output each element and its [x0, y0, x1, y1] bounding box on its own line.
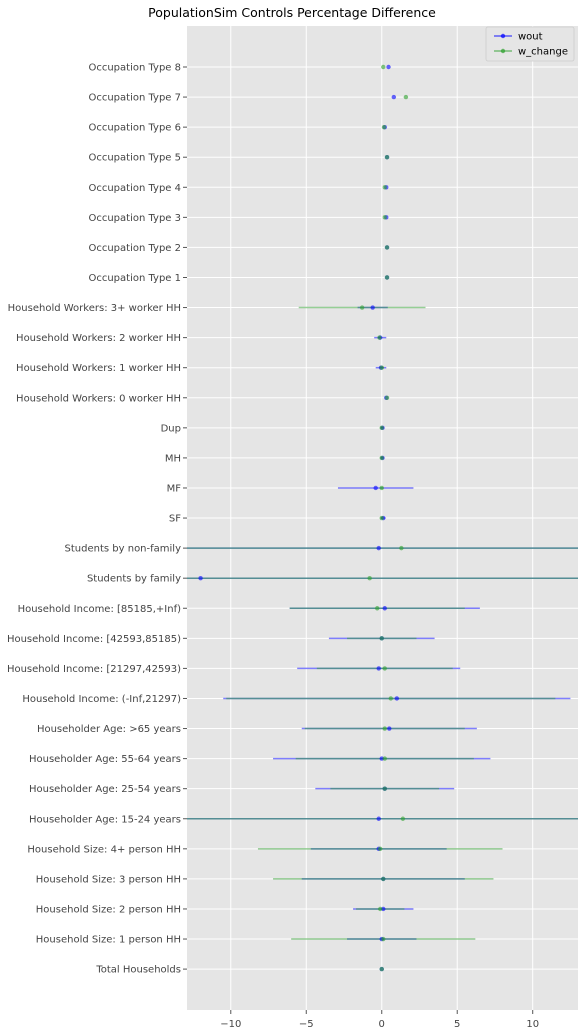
- point-wout: [376, 666, 381, 671]
- y-axis-labels: Occupation Type 8 Occupation Type 7 Occupa…: [7, 63, 187, 976]
- point-w_change: [382, 185, 387, 190]
- x-axis-ticks: −10 −5 0 5 10: [220, 1010, 539, 1030]
- point-w_change: [379, 485, 384, 491]
- point-w_change: [399, 545, 404, 551]
- x-tick-label: −5: [299, 1019, 314, 1030]
- point-w_change: [379, 455, 384, 461]
- point-w_change: [378, 846, 383, 852]
- y-tick-label: Total Households: [95, 965, 181, 976]
- y-tick-label: Occupation Type 3: [88, 213, 181, 224]
- point-w_change: [381, 124, 387, 130]
- point-wout: [379, 756, 384, 761]
- point-w_change: [367, 575, 372, 581]
- point-wout: [387, 726, 392, 731]
- y-tick-label: Householder Age: 15-24 years: [29, 814, 181, 825]
- y-tick-label: Students by non-family: [65, 544, 182, 555]
- point-w_change: [377, 335, 382, 340]
- point-w_change: [384, 395, 390, 400]
- y-tick-label: MH: [165, 453, 181, 464]
- point-wout: [382, 606, 387, 611]
- point-wout: [381, 906, 386, 912]
- chart-title: PopulationSim Controls Percentage Differ…: [148, 5, 436, 20]
- y-tick-label: SF: [169, 514, 181, 525]
- point-w_change: [384, 155, 390, 160]
- y-tick-label: Occupation Type 6: [88, 123, 181, 134]
- y-tick-label: Household Workers: 0 worker HH: [16, 393, 181, 404]
- y-tick-label: Householder Age: 55-64 years: [29, 754, 181, 765]
- point-w_change: [382, 786, 387, 791]
- y-tick-label: Household Workers: 2 worker HH: [16, 333, 181, 344]
- point-w_change: [382, 666, 387, 671]
- point-w_change: [359, 305, 365, 310]
- y-tick-label: Occupation Type 5: [88, 153, 181, 164]
- data-points: [198, 64, 409, 972]
- y-tick-label: Occupation Type 7: [88, 93, 181, 104]
- y-tick-label: Students by family: [87, 574, 181, 585]
- point-wout: [394, 696, 400, 701]
- y-tick-label: Householder Age: >65 years: [37, 724, 181, 735]
- y-tick-label: MF: [167, 483, 182, 494]
- point-wout: [198, 575, 203, 581]
- y-tick-label: Householder Age: 25-54 years: [29, 784, 181, 795]
- y-tick-label: Occupation Type 4: [88, 183, 181, 194]
- y-tick-label: Household Size: 3 person HH: [36, 874, 181, 885]
- point-wout: [391, 94, 397, 100]
- point-wout: [376, 545, 381, 551]
- legend-label-w_change: w_change: [518, 47, 568, 58]
- x-tick-label: 0: [379, 1019, 385, 1030]
- point-w_change: [384, 275, 390, 280]
- point-w_change: [378, 906, 383, 912]
- point-wout: [386, 64, 391, 70]
- point-w_change: [379, 425, 384, 431]
- point-w_change: [381, 876, 386, 882]
- point-w_change: [381, 64, 386, 70]
- point-w_change: [388, 696, 394, 701]
- point-w_change: [384, 245, 390, 250]
- point-w_change: [379, 365, 384, 370]
- x-tick-label: −10: [220, 1019, 241, 1030]
- y-tick-label: Occupation Type 8: [88, 63, 181, 74]
- y-tick-label: Occupation Type 1: [88, 273, 181, 284]
- legend-marker-w_change: [500, 48, 506, 54]
- y-tick-label: Household Income: (-Inf,21297): [22, 694, 181, 705]
- point-w_change: [379, 636, 384, 641]
- point-w_change: [375, 606, 380, 611]
- point-w_change: [381, 936, 386, 942]
- legend-marker-wout: [500, 33, 506, 39]
- y-tick-label: Household Size: 2 person HH: [36, 904, 181, 915]
- point-wout: [376, 816, 381, 821]
- point-w_change: [382, 726, 387, 731]
- y-tick-label: Household Income: [21297,42593): [7, 664, 181, 675]
- y-tick-label: Household Workers: 3+ worker HH: [8, 303, 181, 314]
- legend-label-wout: wout: [518, 32, 543, 43]
- y-tick-label: Household Income: [85185,+Inf): [18, 604, 182, 615]
- point-w_change: [379, 966, 384, 972]
- point-w_change: [400, 816, 406, 821]
- legend: wout w_change: [485, 26, 575, 62]
- y-tick-label: Household Size: 1 person HH: [36, 935, 181, 946]
- point-w_change: [403, 94, 409, 100]
- point-w_change: [382, 215, 387, 220]
- y-tick-label: Household Income: [42593,85185): [7, 634, 181, 645]
- point-wout: [370, 305, 375, 310]
- point-wout: [373, 485, 378, 491]
- x-tick-label: 10: [526, 1019, 539, 1030]
- y-tick-label: Occupation Type 2: [88, 243, 181, 254]
- y-tick-label: Household Workers: 1 worker HH: [16, 363, 181, 374]
- y-tick-label: Household Size: 4+ person HH: [27, 844, 181, 855]
- y-tick-label: Dup: [161, 423, 181, 434]
- x-tick-label: 5: [454, 1019, 460, 1030]
- point-w_change: [379, 515, 384, 521]
- point-w_change: [382, 756, 387, 761]
